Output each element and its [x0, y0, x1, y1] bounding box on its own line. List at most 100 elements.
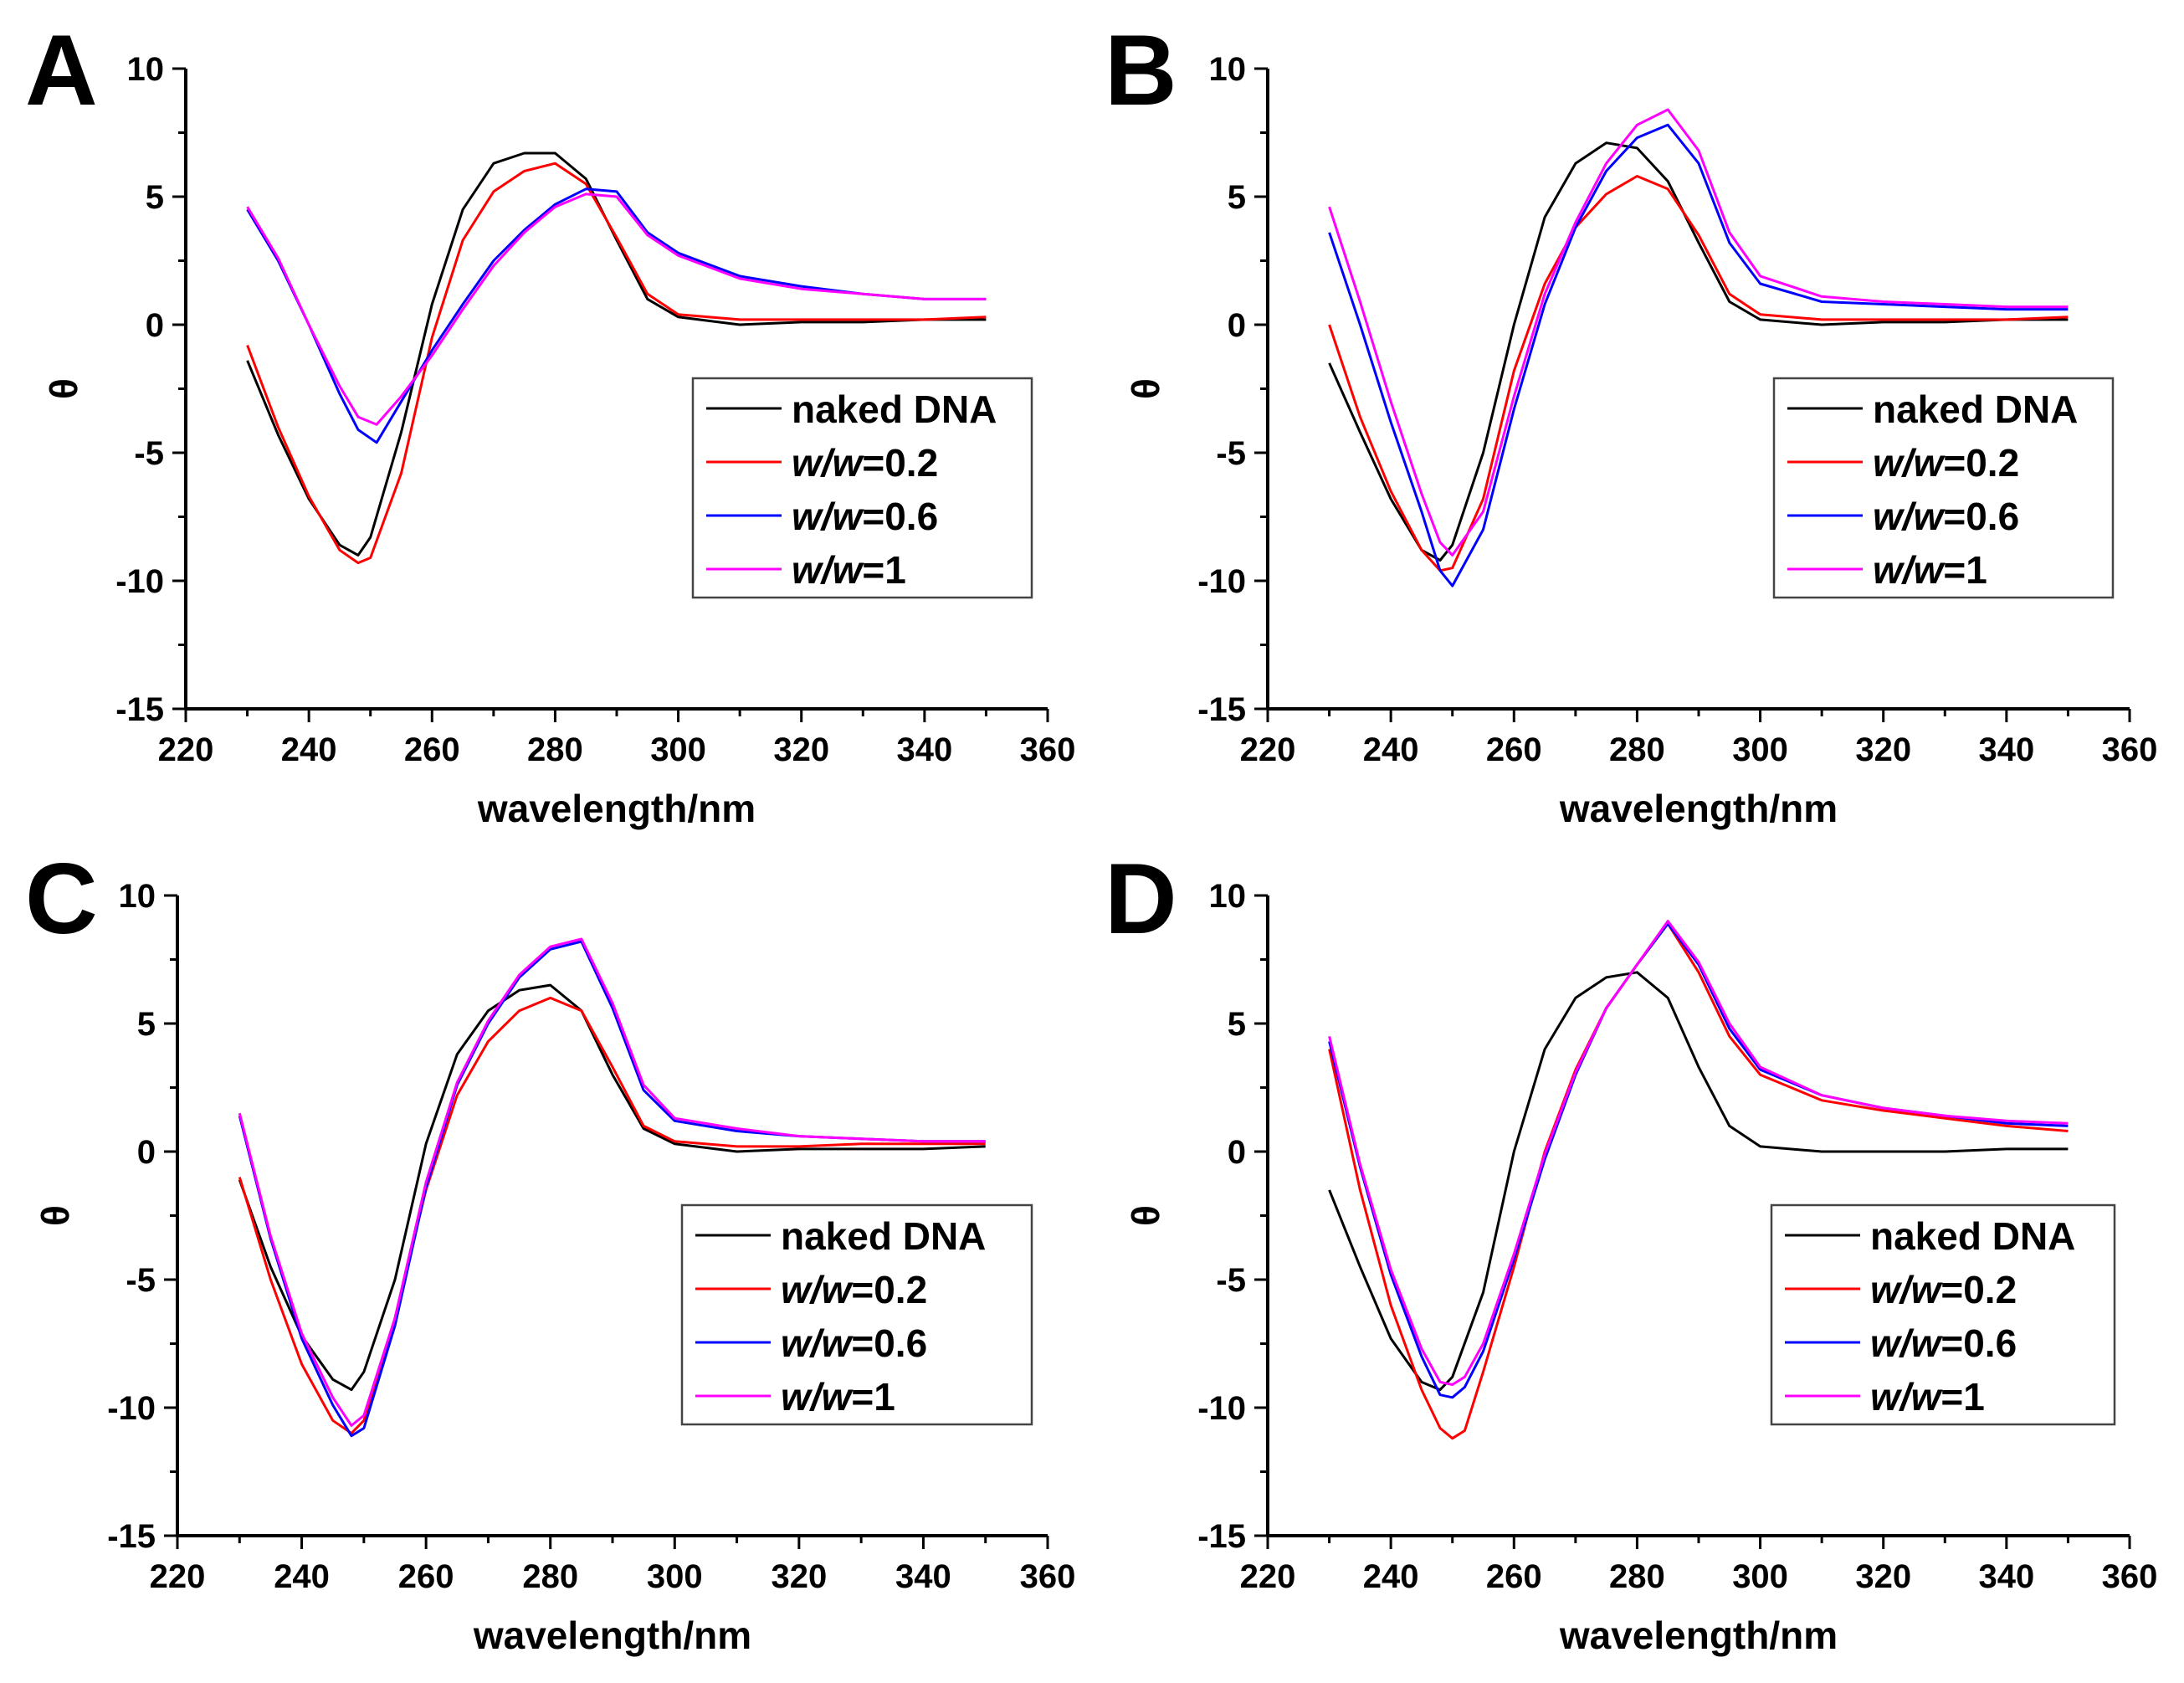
legend-label-italic: w/w: [1873, 441, 1946, 485]
y-tick-label: 0: [137, 1134, 156, 1171]
x-tick-label: 320: [1855, 1558, 1911, 1595]
x-tick-label: 240: [274, 1558, 330, 1595]
legend-label-suffix: =0.2: [862, 441, 938, 485]
panel-letter-d: D: [1105, 843, 1177, 955]
legend-label-3: w/w=1: [1870, 1375, 1985, 1419]
y-tick-label: 0: [1228, 1134, 1246, 1171]
y-tick-label: -5: [126, 1262, 156, 1299]
y-tick-label: 5: [1228, 179, 1246, 216]
series-line-b-2: [1328, 123, 2069, 588]
series-line-b-3: [1328, 108, 2069, 557]
legend-label-3: w/w=1: [792, 548, 906, 592]
x-tick-label: 320: [771, 1558, 827, 1595]
legend-label-prefix: naked DNA: [1873, 387, 2078, 431]
series-line-a-3: [246, 192, 987, 426]
legend-label-prefix: naked DNA: [1870, 1214, 2075, 1258]
x-tick-label: 280: [1609, 1558, 1665, 1595]
series-line-d-3: [1328, 920, 2069, 1386]
y-tick-label: -10: [115, 563, 164, 600]
legend-label-italic: w/w: [792, 495, 865, 538]
legend-label-suffix: =0.6: [851, 1321, 927, 1365]
legend-label-1: w/w=0.2: [1870, 1268, 2017, 1311]
series-line-c-3: [238, 937, 986, 1427]
legend-label-suffix: =0.6: [1940, 1321, 2017, 1365]
x-tick-label: 320: [1855, 731, 1911, 768]
x-tick-label: 320: [773, 731, 829, 768]
series-line-c-1: [238, 996, 986, 1435]
x-tick-label: 360: [1020, 731, 1076, 768]
y-tick-label: -5: [1216, 1262, 1246, 1299]
x-tick-label: 300: [1732, 1558, 1788, 1595]
legend-label-italic: w/w: [1870, 1268, 1944, 1311]
y-tick-label: -15: [1197, 1518, 1246, 1555]
legend-label-0: naked DNA: [1870, 1214, 2075, 1258]
legend-box: [1772, 377, 2115, 599]
y-tick-label: 0: [146, 307, 164, 344]
y-tick-label: 0: [1228, 307, 1246, 344]
series-line-b-0: [1328, 141, 2069, 562]
legend-label-2: w/w=0.6: [792, 495, 938, 538]
legend-label-italic: w/w: [1873, 548, 1946, 592]
panel-letter-b: B: [1105, 14, 1177, 126]
legend-label-italic: w/w: [1873, 495, 1946, 538]
legend-label-1: w/w=0.2: [1873, 441, 2019, 485]
x-tick-label: 340: [896, 731, 952, 768]
x-tick-label: 260: [1486, 731, 1542, 768]
series-line-a-0: [246, 151, 987, 557]
x-tick-label: 340: [1978, 1558, 2034, 1595]
legend-label-0: naked DNA: [781, 1214, 986, 1258]
legend-label-italic: w/w: [1870, 1321, 1944, 1365]
legend-label-1: w/w=0.2: [781, 1268, 927, 1311]
legend-label-suffix: =1: [862, 548, 905, 592]
panel-letter-c: C: [25, 843, 98, 955]
legend-box: [1770, 1203, 2116, 1426]
x-tick-label: 220: [158, 731, 214, 768]
x-tick-label: 300: [647, 1558, 703, 1595]
legend-label-2: w/w=0.6: [1873, 495, 2019, 538]
y-tick-label: -15: [1197, 691, 1246, 728]
x-tick-label: 240: [1363, 731, 1419, 768]
series-line-a-2: [246, 187, 987, 444]
legend-label-1: w/w=0.2: [792, 441, 938, 485]
y-tick-label: -10: [1197, 563, 1246, 600]
legend-label-suffix: =1: [1940, 1375, 1984, 1419]
x-axis-title: wavelength/nm: [477, 787, 756, 830]
panel-b: B 220 240 260 280 300 320 340 360 -15 -10 -5 0 5 10 wav…: [1105, 14, 2157, 830]
y-tick-label: 5: [1228, 1006, 1246, 1043]
y-tick-label: 5: [137, 1006, 156, 1043]
y-tick-label: 10: [119, 878, 156, 915]
y-tick-label: 5: [146, 179, 164, 216]
x-tick-label: 280: [527, 731, 583, 768]
y-tick-label: -5: [1216, 435, 1246, 472]
legend-label-3: w/w=1: [1873, 548, 1987, 592]
x-tick-label: 340: [895, 1558, 951, 1595]
x-tick-label: 220: [1240, 1558, 1296, 1595]
y-tick-label: -10: [1197, 1390, 1246, 1427]
legend-label-suffix: =0.2: [1943, 441, 2019, 485]
x-tick-label: 240: [1363, 1558, 1419, 1595]
legend-label-suffix: =0.2: [1940, 1268, 2017, 1311]
y-axis-title: θ: [33, 1205, 77, 1226]
x-axis-title: wavelength/nm: [1559, 787, 1838, 830]
legend-label-suffix: =1: [851, 1375, 895, 1419]
legend-label-0: naked DNA: [792, 387, 997, 431]
x-tick-label: 260: [398, 1558, 454, 1595]
legend-label-suffix: =0.6: [1943, 495, 2019, 538]
y-tick-label: 10: [127, 51, 165, 88]
legend-label-3: w/w=1: [781, 1375, 895, 1419]
y-tick-label: 10: [1209, 878, 1247, 915]
legend-box: [680, 1203, 1033, 1426]
legend-label-prefix: naked DNA: [792, 387, 997, 431]
legend-label-italic: w/w: [781, 1268, 854, 1311]
x-tick-label: 300: [650, 731, 706, 768]
x-tick-label: 360: [1020, 1558, 1076, 1595]
legend-label-suffix: =0.6: [862, 495, 938, 538]
legend-label-italic: w/w: [792, 548, 865, 592]
x-tick-label: 280: [522, 1558, 578, 1595]
legend-label-italic: w/w: [781, 1375, 854, 1419]
x-axis-title: wavelength/nm: [1559, 1614, 1838, 1657]
